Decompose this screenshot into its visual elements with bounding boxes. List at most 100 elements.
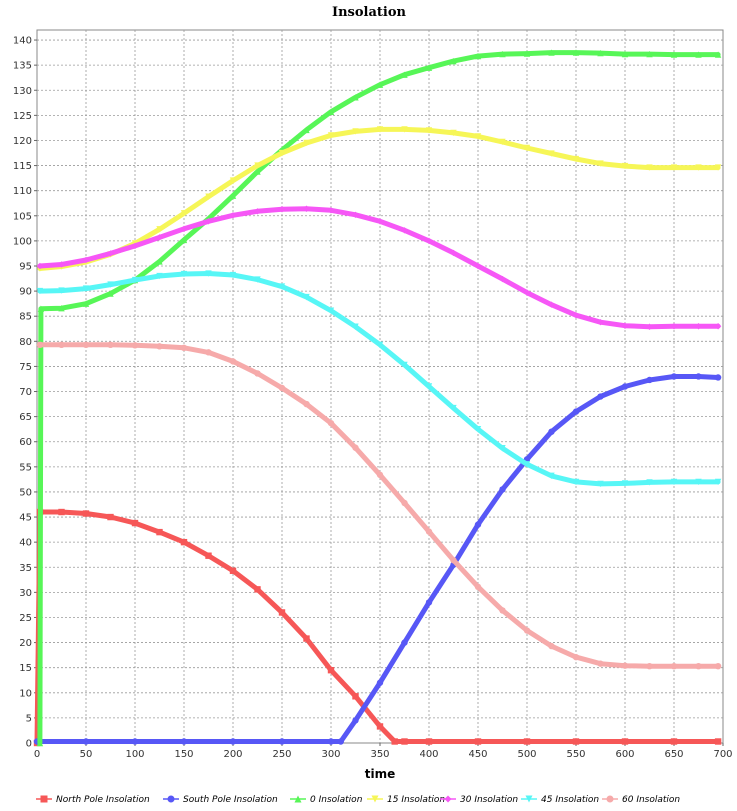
data-point: [82, 510, 90, 517]
data-point: [714, 662, 722, 670]
data-point: [352, 211, 359, 218]
x-tick-label: 350: [370, 749, 389, 760]
legend-item: 60 Insolation: [602, 795, 680, 805]
data-point: [499, 607, 506, 614]
data-point: [278, 149, 286, 157]
data-point: [714, 478, 722, 486]
data-point: [36, 287, 44, 295]
data-point: [254, 168, 261, 175]
data-point: [646, 323, 653, 330]
data-point: [714, 51, 722, 58]
y-tick-label: 70: [19, 387, 32, 398]
data-point: [646, 50, 653, 58]
data-point: [376, 126, 384, 133]
data-point: [425, 237, 433, 245]
x-axis-label: time: [365, 767, 396, 781]
data-point: [646, 662, 653, 670]
legend-swatch-marker: [40, 795, 48, 803]
data-point: [156, 343, 163, 350]
data-point: [450, 129, 457, 137]
data-point: [303, 293, 310, 301]
data-point: [229, 567, 237, 574]
data-point: [621, 738, 629, 745]
data-point: [36, 262, 44, 270]
data-point: [58, 508, 65, 516]
data-point: [352, 693, 359, 700]
x-axis-ticks: 0 50 100 150 200 250 300 350 400 450 500 550 600 650 7…: [34, 743, 733, 760]
data-point: [327, 666, 335, 674]
data-point: [548, 642, 555, 650]
data-point: [278, 206, 286, 213]
data-point: [376, 81, 384, 88]
data-point: [82, 300, 90, 307]
data-point: [327, 419, 335, 427]
data-point: [107, 281, 114, 288]
y-tick-label: 15: [19, 663, 32, 674]
data-point: [205, 270, 212, 277]
data-point: [474, 133, 482, 140]
legend-item: 0 Insolation: [290, 795, 363, 805]
legend-item: 45 Insolation: [521, 795, 599, 805]
data-point: [646, 376, 653, 384]
data-point: [523, 627, 531, 634]
legend-swatch-marker: [167, 795, 175, 803]
x-tick-label: 450: [468, 749, 487, 760]
data-point: [597, 160, 604, 167]
data-point: [523, 738, 531, 745]
legend-label: 60 Insolation: [622, 795, 680, 805]
data-point: [376, 679, 384, 686]
data-point: [450, 557, 457, 564]
x-tick-label: 0: [34, 749, 40, 760]
data-point: [572, 155, 580, 163]
data-point: [450, 57, 457, 65]
data-point: [597, 319, 604, 326]
data-point: [401, 738, 408, 745]
data-point: [180, 738, 188, 745]
series-0: [33, 508, 722, 747]
data-point: [548, 150, 555, 157]
y-tick-label: 110: [13, 186, 32, 197]
y-tick-label: 95: [19, 261, 32, 272]
data-point: [82, 738, 90, 745]
x-tick-label: 650: [664, 749, 683, 760]
data-point: [156, 258, 163, 265]
data-point: [58, 261, 65, 268]
data-point: [523, 50, 531, 57]
data-point: [474, 262, 482, 270]
legend-label: 45 Insolation: [541, 795, 599, 805]
data-point: [229, 358, 237, 365]
data-point: [548, 428, 555, 435]
data-point: [401, 227, 408, 234]
data-point: [82, 341, 90, 349]
data-point: [572, 478, 580, 486]
data-point: [180, 236, 188, 244]
y-tick-label: 90: [19, 287, 32, 298]
data-point: [205, 193, 212, 200]
data-point: [474, 583, 482, 591]
data-point: [523, 289, 531, 296]
data-point: [621, 480, 629, 487]
data-point: [670, 51, 678, 58]
data-point: [278, 384, 286, 392]
y-tick-label: 85: [19, 312, 32, 323]
y-tick-label: 5: [26, 713, 32, 724]
data-point: [254, 208, 261, 215]
data-point: [548, 472, 555, 480]
x-tick-label: 100: [125, 749, 144, 760]
data-point: [695, 662, 702, 670]
data-point: [714, 374, 722, 381]
data-point: [205, 218, 212, 225]
data-point: [621, 383, 629, 390]
data-point: [254, 162, 261, 169]
data-point: [499, 445, 506, 452]
data-point: [131, 276, 139, 284]
y-tick-label: 125: [13, 111, 32, 122]
series-1: [33, 373, 722, 745]
data-point: [229, 192, 237, 199]
x-tick-label: 300: [321, 749, 340, 760]
y-tick-label: 55: [19, 462, 32, 473]
data-point: [352, 444, 359, 451]
data-point: [572, 738, 580, 745]
data-point: [597, 660, 604, 667]
